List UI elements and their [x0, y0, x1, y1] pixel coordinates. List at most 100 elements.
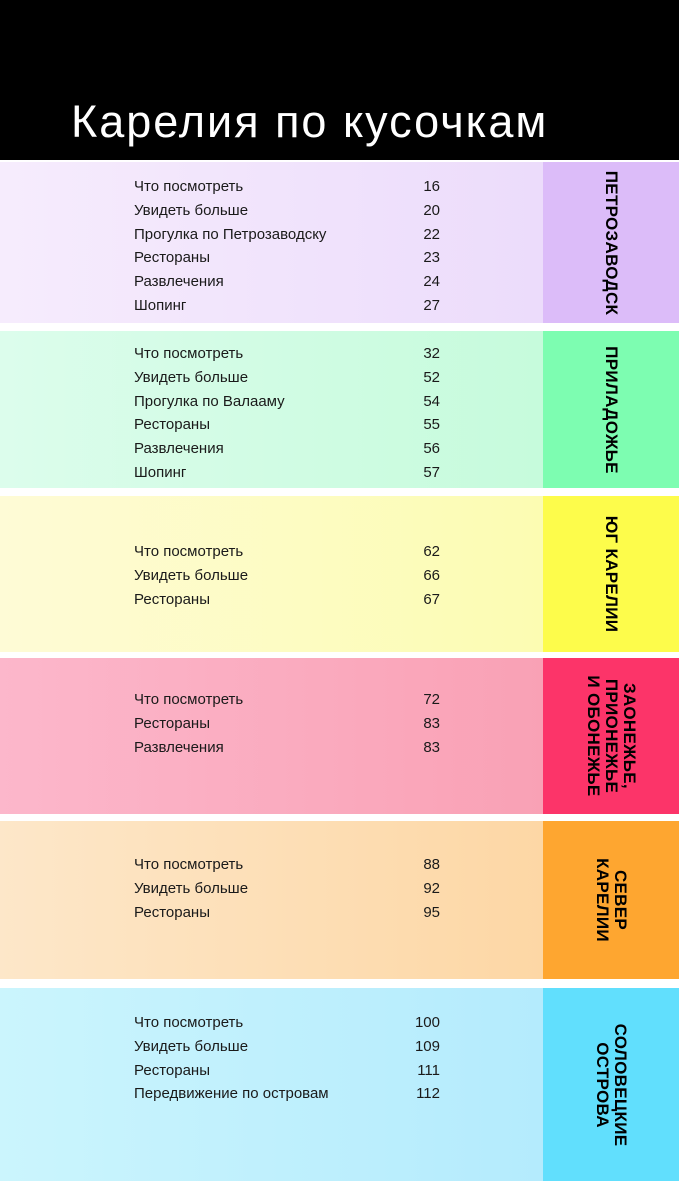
entry-label: Увидеть больше [134, 566, 249, 584]
entry-page-number: 83 [423, 714, 440, 732]
section-petrozavodsk: Что посмотреть 16 Увидеть больше 20 Прогул… [0, 162, 679, 323]
toc-list: Что посмотреть 88 Увидеть больше 92 Рестор… [134, 855, 440, 926]
entry-page-number: 88 [423, 856, 440, 873]
toc-entry[interactable]: Увидеть больше 52 [134, 368, 440, 392]
section-content: Что посмотреть 62 Увидеть больше 66 Рестор… [0, 496, 543, 652]
section-tab-label: ЗАОНЕЖЬЕ, ПРИОНЕЖЬЕ И ОБОНЕЖЬЕ [584, 675, 639, 797]
entry-label: Рестораны [134, 1061, 210, 1079]
toc-entry[interactable]: Развлечения 24 [134, 272, 440, 296]
entry-label: Увидеть больше [134, 368, 249, 386]
toc-entry[interactable]: Развлечения 56 [134, 439, 440, 463]
toc-entry[interactable]: Развлечения 83 [134, 738, 440, 762]
section-tab[interactable]: ПРИЛАДОЖЬЕ [543, 331, 679, 488]
toc-entry[interactable]: Что посмотреть 72 [134, 690, 440, 714]
entry-label: Что посмотреть [134, 178, 244, 195]
entry-label: Что посмотреть [134, 691, 244, 708]
toc-entry[interactable]: Рестораны 111 [134, 1061, 440, 1085]
toc-list: Что посмотреть 62 Увидеть больше 66 Рестор… [134, 542, 440, 613]
toc-entry[interactable]: Передвижение по островам 112 [134, 1084, 440, 1108]
entry-page-number: 27 [423, 296, 440, 314]
entry-page-number: 20 [423, 201, 440, 219]
entry-label: Увидеть больше [134, 1037, 249, 1055]
entry-label: Развлечения [134, 273, 224, 291]
entry-page-number: 22 [423, 225, 440, 243]
section-tab-label: СОЛОВЕЦКИЕ ОСТРОВА [593, 1023, 630, 1146]
section-sever-karelii: Что посмотреть 88 Увидеть больше 92 Рестор… [0, 821, 679, 979]
entry-label: Рестораны [134, 249, 210, 267]
entry-label: Что посмотреть [134, 345, 244, 362]
entry-page-number: 57 [423, 463, 440, 481]
entry-page-number: 111 [417, 1061, 440, 1079]
section-tab[interactable]: ПЕТРОЗАВОДСК [543, 162, 679, 323]
entry-label: Развлечения [134, 440, 224, 458]
entry-page-number: 72 [423, 691, 440, 708]
entry-page-number: 16 [423, 178, 440, 195]
section-yug-karelii: Что посмотреть 62 Увидеть больше 66 Рестор… [0, 496, 679, 652]
entry-page-number: 83 [423, 738, 440, 756]
toc-entry[interactable]: Увидеть больше 66 [134, 566, 440, 590]
toc-entry[interactable]: Что посмотреть 62 [134, 542, 440, 566]
entry-page-number: 23 [423, 249, 440, 267]
section-tab[interactable]: СОЛОВЕЦКИЕ ОСТРОВА [543, 988, 679, 1181]
toc-entry[interactable]: Увидеть больше 20 [134, 201, 440, 225]
section-tab[interactable]: ЗАОНЕЖЬЕ, ПРИОНЕЖЬЕ И ОБОНЕЖЬЕ [543, 658, 679, 814]
section-tab-label: ЮГ КАРЕЛИИ [602, 515, 621, 633]
entry-label: Прогулка по Валааму [134, 392, 285, 410]
entry-label: Рестораны [134, 714, 210, 732]
entry-label: Рестораны [134, 590, 210, 608]
toc-entry[interactable]: Что посмотреть 88 [134, 855, 440, 879]
entry-page-number: 62 [423, 543, 440, 560]
section-content: Что посмотреть 72 Рестораны 83 Развлечения… [0, 658, 543, 814]
section-content: Что посмотреть 32 Увидеть больше 52 Прогул… [0, 331, 543, 488]
toc-entry[interactable]: Шопинг 57 [134, 463, 440, 487]
entry-page-number: 54 [423, 392, 440, 410]
toc-entry[interactable]: Что посмотреть 100 [134, 1013, 440, 1037]
toc-entry[interactable]: Шопинг 27 [134, 296, 440, 320]
entry-page-number: 109 [414, 1037, 440, 1055]
toc-entry[interactable]: Что посмотреть 32 [134, 344, 440, 368]
section-tab-label: ПРИЛАДОЖЬЕ [602, 345, 621, 474]
entry-page-number: 55 [423, 416, 440, 434]
toc-entry[interactable]: Прогулка по Валааму 54 [134, 392, 440, 416]
entry-page-number: 92 [423, 879, 440, 897]
section-tab-label: СЕВЕР КАРЕЛИИ [593, 858, 630, 942]
entry-page-number: 52 [423, 368, 440, 386]
toc-entry[interactable]: Рестораны 83 [134, 714, 440, 738]
section-tab[interactable]: СЕВЕР КАРЕЛИИ [543, 821, 679, 979]
toc-entry[interactable]: Прогулка по Петрозаводску 22 [134, 225, 440, 249]
page-title: Карелия по кусочкам [71, 96, 549, 147]
toc-entry[interactable]: Рестораны 95 [134, 903, 440, 927]
entry-label: Передвижение по островам [134, 1085, 329, 1103]
section-tab[interactable]: ЮГ КАРЕЛИИ [543, 496, 679, 652]
toc-entry[interactable]: Рестораны 23 [134, 248, 440, 272]
entry-page-number: 67 [423, 590, 440, 608]
entry-label: Развлечения [134, 738, 224, 756]
entry-page-number: 95 [423, 903, 440, 921]
toc-list: Что посмотреть 100 Увидеть больше 109 Рест… [134, 1013, 440, 1108]
entry-label: Увидеть больше [134, 879, 249, 897]
entry-label: Что посмотреть [134, 1014, 244, 1031]
toc-entry[interactable]: Рестораны 55 [134, 415, 440, 439]
entry-page-number: 24 [423, 273, 440, 291]
section-tab-label: ПЕТРОЗАВОДСК [602, 170, 621, 315]
header-bar: Карелия по кусочкам [0, 0, 679, 160]
toc-entry[interactable]: Увидеть больше 92 [134, 879, 440, 903]
toc-list: Что посмотреть 16 Увидеть больше 20 Прогул… [134, 177, 440, 320]
entry-label: Что посмотреть [134, 856, 244, 873]
section-priladozhye: Что посмотреть 32 Увидеть больше 52 Прогул… [0, 331, 679, 488]
entry-page-number: 32 [423, 345, 440, 362]
section-content: Что посмотреть 100 Увидеть больше 109 Рест… [0, 988, 543, 1181]
entry-label: Рестораны [134, 903, 210, 921]
entry-label: Увидеть больше [134, 201, 249, 219]
entry-page-number: 100 [414, 1014, 440, 1031]
section-zaonezhye: Что посмотреть 72 Рестораны 83 Развлечения… [0, 658, 679, 814]
entry-label: Шопинг [134, 296, 187, 314]
section-content: Что посмотреть 88 Увидеть больше 92 Рестор… [0, 821, 543, 979]
section-solovetskie-ostrova: Что посмотреть 100 Увидеть больше 109 Рест… [0, 988, 679, 1181]
toc-entry[interactable]: Увидеть больше 109 [134, 1037, 440, 1061]
toc-entry[interactable]: Что посмотреть 16 [134, 177, 440, 201]
entry-label: Что посмотреть [134, 543, 244, 560]
entry-page-number: 112 [416, 1085, 440, 1103]
toc-entry[interactable]: Рестораны 67 [134, 590, 440, 614]
section-content: Что посмотреть 16 Увидеть больше 20 Прогул… [0, 162, 543, 323]
